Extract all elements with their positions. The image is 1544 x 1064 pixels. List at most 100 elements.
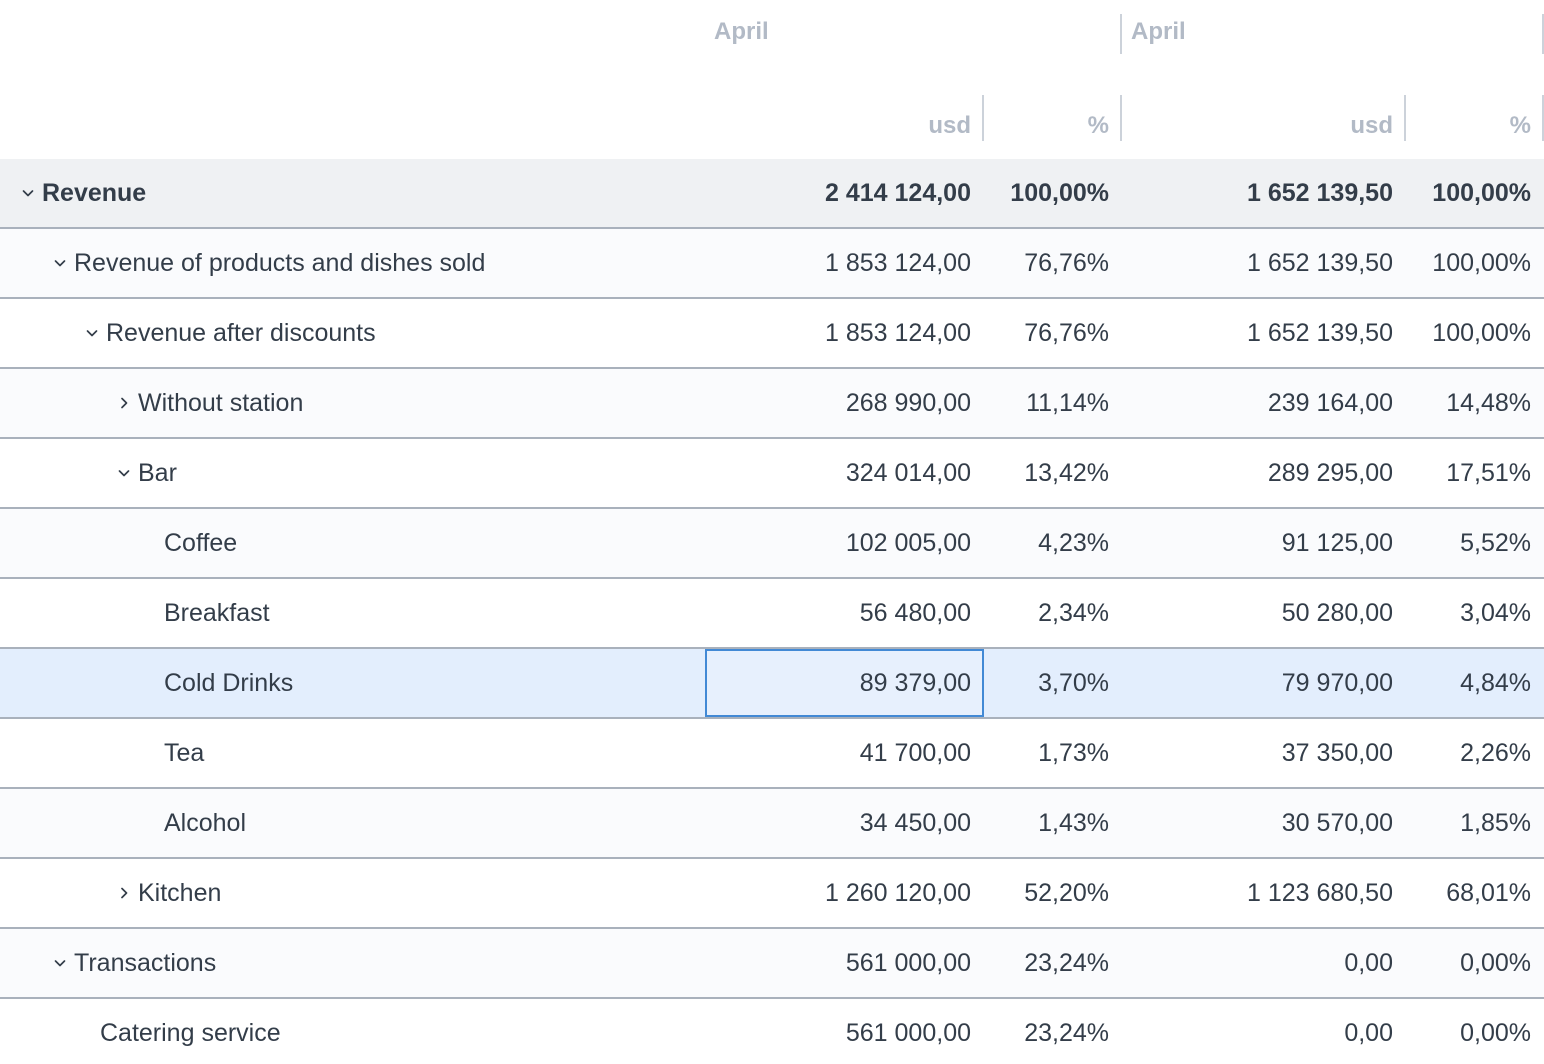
table-row-without-station[interactable]: Without station 268 990,00 11,14% 239 164,0…: [0, 369, 1544, 439]
table-row-catering-service[interactable]: Catering service 561 000,00 23,24% 0,00 0,00…: [0, 999, 1544, 1064]
value-cell-usd-group2[interactable]: 1 123 680,50: [1247, 878, 1393, 907]
row-label: Cold Drinks: [164, 668, 294, 697]
column-group-april-2: April: [1122, 0, 1544, 92]
row-name-cell: Revenue of products and dishes sold: [0, 229, 705, 297]
table-row-revenue[interactable]: Revenue 2 414 124,00 100,00% 1 652 139,50 10…: [0, 159, 1544, 229]
value-cell-usd-group2[interactable]: 289 295,00: [1267, 458, 1393, 487]
table-row-cold-drinks[interactable]: Cold Drinks 89 379,00 3,70% 79 970,00 4,84%: [0, 649, 1544, 719]
value-cell-pct-group1[interactable]: 23,24%: [1024, 948, 1109, 977]
table-row-revenue-of-products-and-dishes-sold[interactable]: Revenue of products and dishes sold 1 853…: [0, 229, 1544, 299]
value-cell-usd-group1[interactable]: 89 379,00: [705, 649, 984, 717]
value-cell-pct-group1[interactable]: 3,70%: [1038, 668, 1109, 697]
value-cell-usd-group1[interactable]: 34 450,00: [859, 808, 971, 837]
value-cell-usd-group1[interactable]: 41 700,00: [859, 738, 971, 767]
value-cell-usd-group2[interactable]: 239 164,00: [1267, 388, 1393, 417]
usd-label: usd: [1350, 111, 1393, 139]
value-cell-usd-group1[interactable]: 102 005,00: [845, 528, 971, 557]
table-row-transactions[interactable]: Transactions 561 000,00 23,24% 0,00 0,00%: [0, 929, 1544, 999]
table-row-tea[interactable]: Tea 41 700,00 1,73% 37 350,00 2,26%: [0, 719, 1544, 789]
value-cell-pct-group2[interactable]: 2,26%: [1460, 738, 1531, 767]
value-cell-pct-group1[interactable]: 1,43%: [1038, 808, 1109, 837]
row-name-cell: Kitchen: [0, 859, 705, 927]
chevron-down-icon[interactable]: [20, 185, 36, 201]
value-cell-pct-group2[interactable]: 0,00%: [1460, 948, 1531, 977]
chevron-down-icon[interactable]: [52, 255, 68, 271]
value-cell-pct-group1[interactable]: 11,14%: [1026, 388, 1109, 417]
row-name-cell: Cold Drinks: [0, 649, 705, 717]
value-cell-pct-group1[interactable]: 100,00%: [1010, 178, 1109, 207]
percent-label: %: [1509, 111, 1531, 139]
value-cell-pct-group2[interactable]: 100,00%: [1432, 318, 1531, 347]
value-cell-pct-group2[interactable]: 3,04%: [1460, 598, 1531, 627]
column-header-usd-1: usd: [705, 92, 984, 159]
value-cell-usd-group2[interactable]: 0,00: [1344, 948, 1393, 977]
value-cell-usd-group1[interactable]: 1 853 124,00: [825, 248, 971, 277]
value-cell-pct-group2[interactable]: 5,52%: [1460, 528, 1531, 557]
value-cell-usd-group1[interactable]: 561 000,00: [845, 948, 971, 977]
value-cell-usd-group1[interactable]: 1 260 120,00: [825, 878, 971, 907]
row-name-cell: Catering service: [0, 999, 705, 1064]
row-label: Coffee: [164, 528, 238, 557]
chevron-right-icon[interactable]: [116, 395, 132, 411]
value-cell-pct-group1[interactable]: 76,76%: [1024, 248, 1109, 277]
value-cell-pct-group2[interactable]: 100,00%: [1432, 248, 1531, 277]
period-label: April: [714, 18, 769, 45]
column-header-pct-2: %: [1406, 92, 1544, 159]
value-cell-pct-group2[interactable]: 0,00%: [1460, 1018, 1531, 1047]
row-label: Kitchen: [138, 878, 222, 907]
value-cell-usd-group1[interactable]: 2 414 124,00: [825, 178, 971, 207]
value-cell-usd-group2[interactable]: 91 125,00: [1281, 528, 1393, 557]
unit-header-row: usd % usd %: [0, 92, 1544, 159]
value-cell-usd-group2[interactable]: 1 652 139,50: [1247, 318, 1393, 347]
row-label: Tea: [164, 738, 205, 767]
table-row-kitchen[interactable]: Kitchen 1 260 120,00 52,20% 1 123 680,50 68,…: [0, 859, 1544, 929]
usd-label: usd: [928, 111, 971, 139]
table-row-revenue-after-discounts[interactable]: Revenue after discounts 1 853 124,00 76,76…: [0, 299, 1544, 369]
table-row-bar[interactable]: Bar 324 014,00 13,42% 289 295,00 17,51%: [0, 439, 1544, 509]
column-group-april-1: April: [705, 0, 1122, 92]
value-cell-usd-group2[interactable]: 79 970,00: [1281, 668, 1393, 697]
table-row-alcohol[interactable]: Alcohol 34 450,00 1,43% 30 570,00 1,85%: [0, 789, 1544, 859]
value-cell-usd-group1[interactable]: 324 014,00: [845, 458, 971, 487]
value-cell-pct-group2[interactable]: 17,51%: [1446, 458, 1531, 487]
column-divider: [1120, 14, 1122, 54]
value-cell-pct-group1[interactable]: 2,34%: [1038, 598, 1109, 627]
column-divider: [1542, 14, 1544, 54]
value-cell-usd-group1[interactable]: 268 990,00: [845, 388, 971, 417]
value-cell-pct-group1[interactable]: 13,42%: [1024, 458, 1109, 487]
value-cell-pct-group2[interactable]: 14,48%: [1446, 388, 1531, 417]
chevron-right-icon[interactable]: [116, 885, 132, 901]
value-cell-usd-group2[interactable]: 37 350,00: [1281, 738, 1393, 767]
value-cell-pct-group2[interactable]: 100,00%: [1432, 178, 1531, 207]
value-cell-usd-group2[interactable]: 50 280,00: [1281, 598, 1393, 627]
value-cell-usd-group2[interactable]: 0,00: [1344, 1018, 1393, 1047]
value-cell-pct-group2[interactable]: 1,85%: [1460, 808, 1531, 837]
column-header-usd-2: usd: [1122, 92, 1406, 159]
value-cell-usd-group1[interactable]: 561 000,00: [845, 1018, 971, 1047]
value-cell-pct-group1[interactable]: 52,20%: [1024, 878, 1109, 907]
chevron-down-icon[interactable]: [116, 465, 132, 481]
value-cell-pct-group1[interactable]: 76,76%: [1024, 318, 1109, 347]
row-name-cell: Revenue: [0, 159, 705, 227]
chevron-down-icon[interactable]: [84, 325, 100, 341]
value-cell-usd-group1[interactable]: 56 480,00: [859, 598, 971, 627]
value-cell-pct-group1[interactable]: 4,23%: [1038, 528, 1109, 557]
value-cell-usd-group2[interactable]: 1 652 139,50: [1247, 248, 1393, 277]
value-cell-pct-group2[interactable]: 4,84%: [1460, 668, 1531, 697]
table-row-coffee[interactable]: Coffee 102 005,00 4,23% 91 125,00 5,52%: [0, 509, 1544, 579]
value-cell-pct-group1[interactable]: 1,73%: [1038, 738, 1109, 767]
value-cell-usd-group1[interactable]: 1 853 124,00: [825, 318, 971, 347]
value-cell-pct-group1[interactable]: 23,24%: [1024, 1018, 1109, 1047]
row-label: Transactions: [74, 948, 217, 977]
period-header-row: April April: [0, 0, 1544, 92]
row-name-cell: Revenue after discounts: [0, 299, 705, 367]
table-row-breakfast[interactable]: Breakfast 56 480,00 2,34% 50 280,00 3,04%: [0, 579, 1544, 649]
chevron-down-icon[interactable]: [52, 955, 68, 971]
column-header-pct-1: %: [984, 92, 1122, 159]
value-cell-usd-group2[interactable]: 1 652 139,50: [1247, 178, 1393, 207]
row-name-cell: Transactions: [0, 929, 705, 997]
row-name-cell: Without station: [0, 369, 705, 437]
value-cell-usd-group2[interactable]: 30 570,00: [1281, 808, 1393, 837]
value-cell-pct-group2[interactable]: 68,01%: [1446, 878, 1531, 907]
row-name-cell: Tea: [0, 719, 705, 787]
